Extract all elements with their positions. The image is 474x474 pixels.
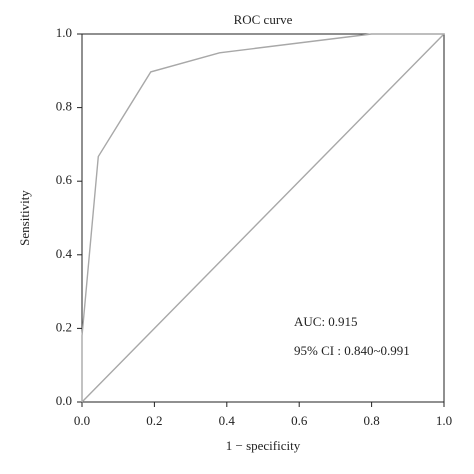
y-tick-label: 0.8: [56, 99, 72, 114]
y-axis-label: Sensitivity: [17, 190, 32, 246]
y-tick-label: 0.2: [56, 319, 72, 334]
x-tick-label: 0.0: [74, 413, 90, 428]
x-tick-label: 0.4: [219, 413, 236, 428]
chart-title: ROC curve: [234, 12, 293, 27]
annotation: 95% CI : 0.840~0.991: [294, 343, 410, 358]
x-axis-label: 1 − specificity: [226, 438, 301, 453]
line: [81, 33, 444, 402]
y-tick-label: 0.0: [56, 393, 72, 408]
plot-frame: [81, 33, 445, 403]
x-tick-label: 0.6: [291, 413, 308, 428]
line: [81, 33, 445, 403]
y-tick-label: 0.6: [56, 172, 73, 187]
y-tick-label: 0.4: [56, 246, 73, 261]
x-tick-label: 1.0: [436, 413, 452, 428]
y-tick-label: 1.0: [56, 25, 72, 40]
x-tick-label: 0.2: [146, 413, 162, 428]
x-tick-label: 0.8: [363, 413, 379, 428]
annotation: AUC: 0.915: [294, 314, 358, 329]
